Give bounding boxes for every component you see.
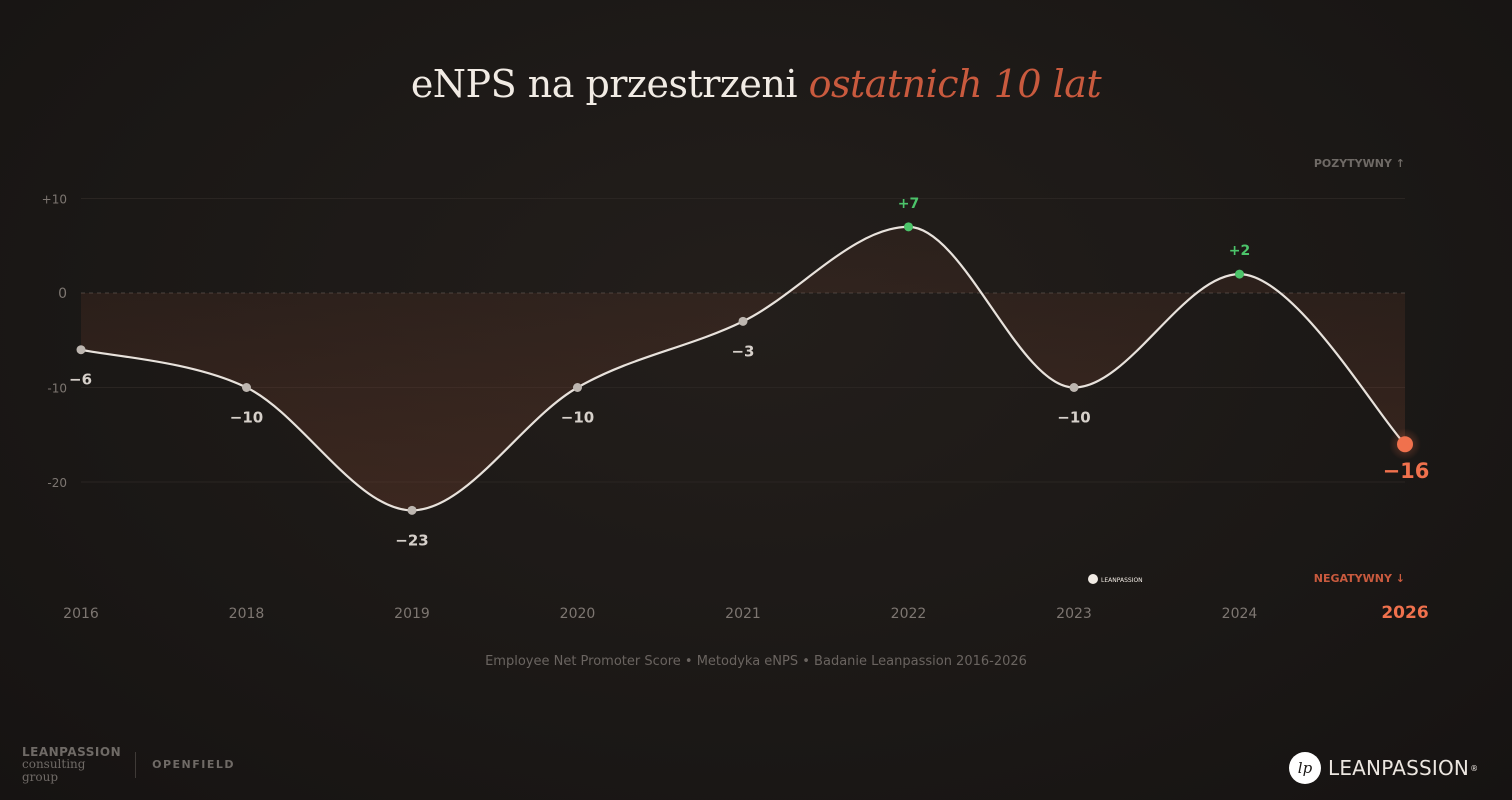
data-point-2022 xyxy=(904,222,913,232)
lp-logo-mark: lp xyxy=(1297,759,1313,777)
data-points xyxy=(76,222,1421,515)
data-label-2022: +7 xyxy=(898,196,919,212)
series-line-enps xyxy=(79,225,1407,512)
data-point-2016 xyxy=(76,345,86,355)
data-point-2024 xyxy=(1235,269,1244,279)
axis-labels: +10 0 -10 -20 2016 2018 2019 2020 2021 2022 2023 20… xyxy=(42,193,1429,624)
brand-sub-text-2: group xyxy=(22,769,59,784)
data-point-2020 xyxy=(573,383,582,392)
data-point-2023 xyxy=(1069,383,1079,392)
x-tick-label-2020: 2020 xyxy=(560,606,596,622)
x-tick-label-2016: 2016 xyxy=(63,606,99,622)
x-tick-label-2022: 2022 xyxy=(891,606,927,622)
data-label-2026: −16 xyxy=(1383,459,1430,483)
data-point-2021 xyxy=(738,316,748,326)
chart-title-main: eNPS na przestrzeni xyxy=(410,62,798,106)
enps-line-chart: −6 −10 −23 −10 −3 +7 −10 +2 −16 +10 0 -10 -20 2016 20… xyxy=(42,157,1430,624)
data-label-2018: −10 xyxy=(230,409,263,427)
negative-area xyxy=(81,226,1405,511)
chart-title-highlight: ostatnich 10 lat xyxy=(808,62,1102,106)
data-label-2020: −10 xyxy=(561,409,594,427)
data-label-2023: −10 xyxy=(1057,409,1090,427)
x-tick-label-2018: 2018 xyxy=(229,606,265,622)
x-tick-label-2024: 2024 xyxy=(1222,606,1258,622)
chart-caption: Employee Net Promoter Score • Metodyka e… xyxy=(485,654,1027,669)
data-label-2024: +2 xyxy=(1229,243,1250,259)
data-label-2019: −23 xyxy=(395,531,428,549)
watermark-text: LEANPASSION xyxy=(1101,577,1143,584)
y-tick-label: +10 xyxy=(42,193,67,207)
x-tick-label-2019: 2019 xyxy=(394,606,430,622)
data-point-2018 xyxy=(242,383,251,392)
brand-sub-text-1: consulting xyxy=(22,757,86,771)
area-fill xyxy=(81,226,1405,511)
registered-mark: ® xyxy=(1470,763,1479,773)
x-tick-label-2021: 2021 xyxy=(725,606,761,622)
brand-main-text: LEANPASSION xyxy=(22,745,122,759)
positive-direction-label: POZYTYWNY ↑ xyxy=(1314,157,1405,170)
y-tick-label: 0 xyxy=(58,286,67,302)
y-tick-label: -20 xyxy=(47,476,67,490)
leanpassion-logo: lp LEANPASSION ® xyxy=(1289,752,1478,784)
openfield-logo: OPENFIELD xyxy=(152,758,236,772)
data-point-2026 xyxy=(1397,436,1413,453)
footer-brand-left: LEANPASSION consulting group OPENFIELD xyxy=(22,746,235,783)
lp-logo-icon: lp xyxy=(1289,752,1321,784)
chart-title: eNPS na przestrzeni ostatnich 10 lat xyxy=(0,62,1512,106)
data-point-2019 xyxy=(407,505,417,515)
y-tick-label: -10 xyxy=(47,382,67,396)
negative-direction-label: NEGATYWNY ↓ xyxy=(1314,572,1405,585)
data-labels: −6 −10 −23 −10 −3 +7 −10 +2 −16 xyxy=(69,196,1429,549)
x-tick-label-2026: 2026 xyxy=(1381,603,1428,623)
consulting-group-logo: LEANPASSION consulting group xyxy=(22,746,121,783)
data-label-2021: −3 xyxy=(731,342,754,360)
series-line-layer xyxy=(79,225,1407,512)
footer-divider xyxy=(135,751,137,778)
leanpassion-logo-text: LEANPASSION xyxy=(1328,756,1470,780)
watermark-logo: LEANPASSION xyxy=(1088,574,1143,584)
x-tick-label-2023: 2023 xyxy=(1056,606,1092,622)
data-label-2016: −6 xyxy=(69,371,92,389)
